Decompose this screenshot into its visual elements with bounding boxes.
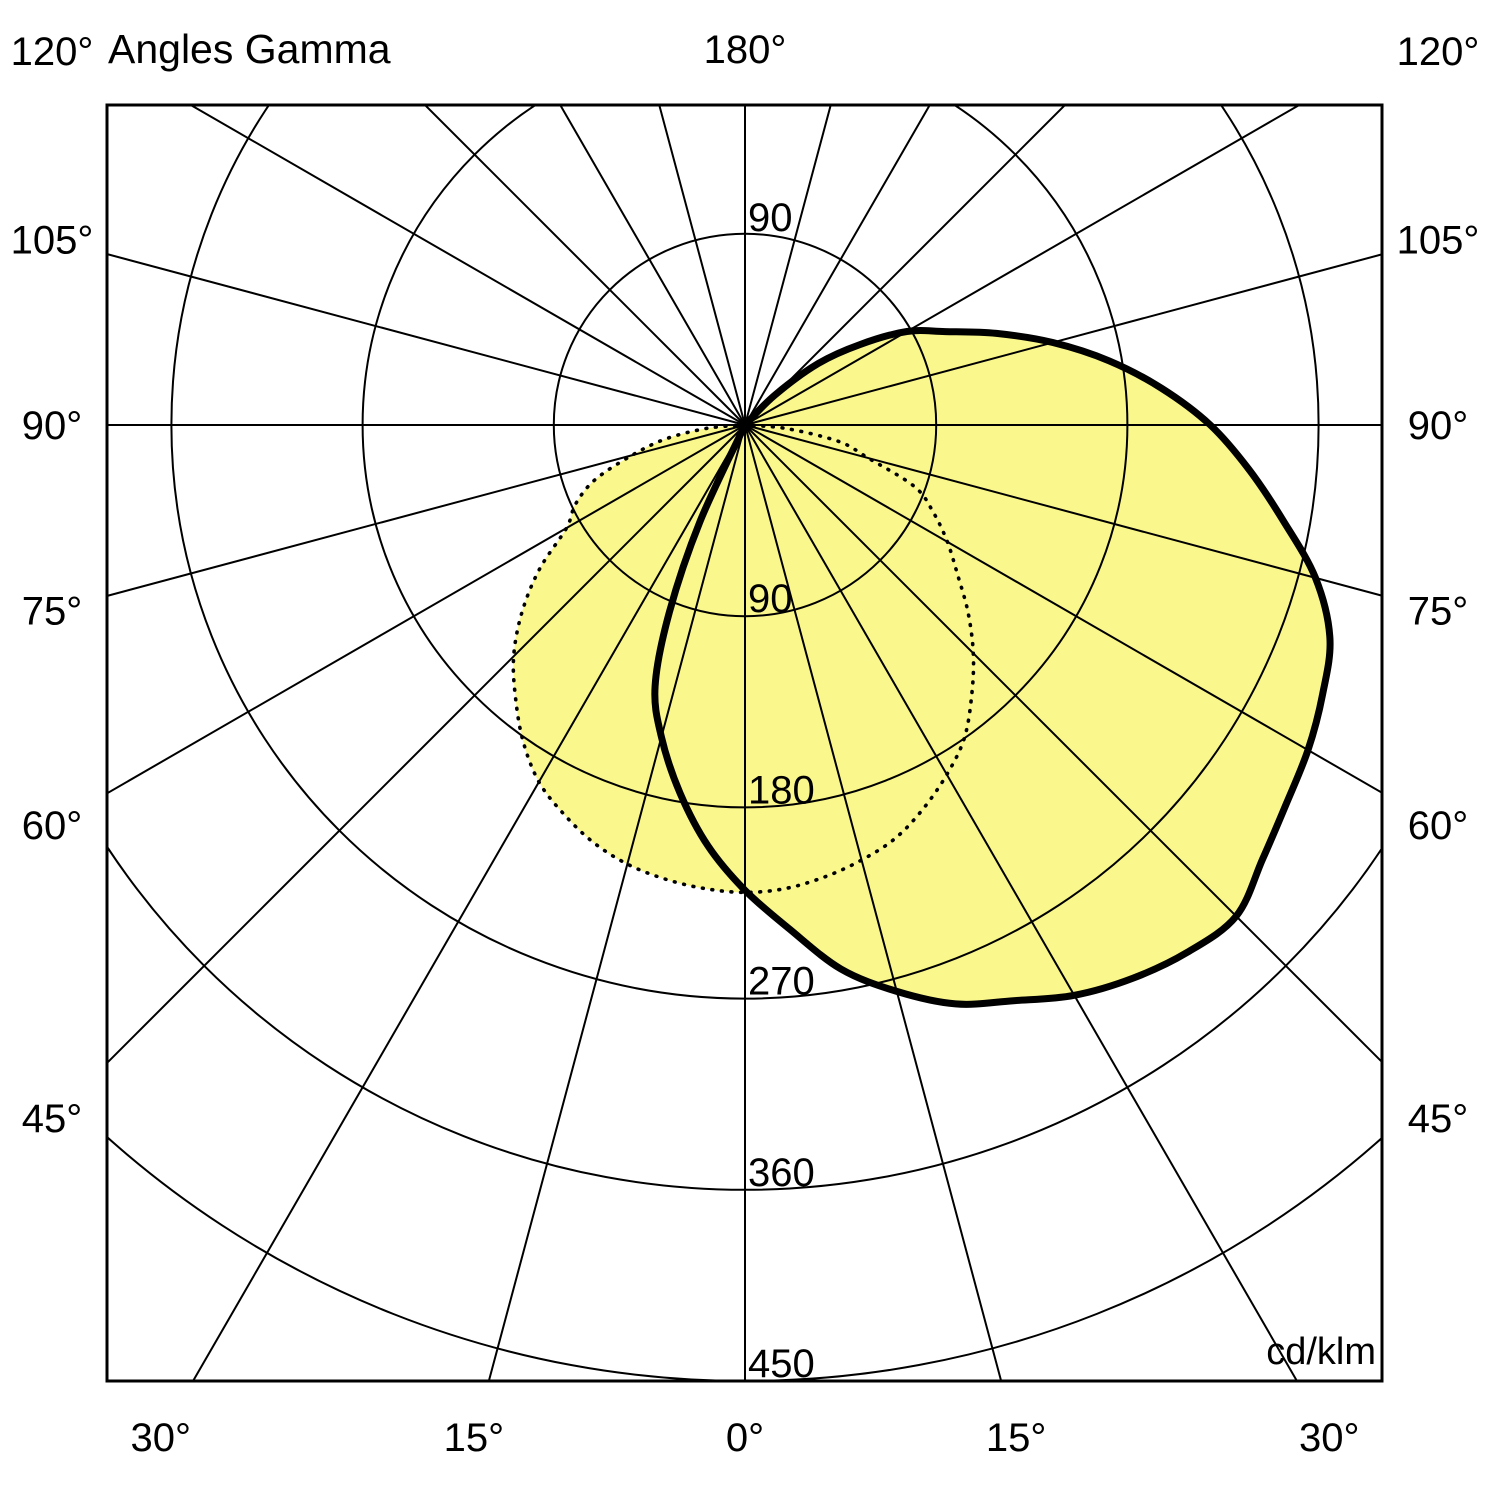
- radial-line-300: [107, 424, 746, 795]
- radial-line-105: [744, 253, 1382, 426]
- radial-line-240: [188, 105, 746, 426]
- gamma-label-left-90: 90°: [22, 404, 83, 448]
- chart-title: Angles Gamma: [108, 26, 391, 72]
- radial-line-45: [744, 424, 1382, 1064]
- radial-line-60: [744, 424, 1382, 794]
- radial-tick-label-270: 270: [748, 960, 815, 1004]
- radial-tick-label-upper-90: 90: [748, 196, 793, 240]
- radial-tick-label-360: 360: [748, 1151, 815, 1195]
- gamma-label-right-60: 60°: [1408, 804, 1469, 848]
- gamma-label-bottom--30: 30°: [130, 1416, 191, 1460]
- gamma-label-right-90: 90°: [1408, 404, 1469, 448]
- radial-tick-label-450: 450: [748, 1342, 815, 1386]
- curve-layer: [511, 327, 1334, 1008]
- gamma-label-left-60: 60°: [22, 804, 83, 848]
- unit-label: cd/klm: [1266, 1331, 1376, 1373]
- radial-line-150: [744, 105, 931, 426]
- label-layer: Angles Gamma 180° cd/klm 90 180 270 360 450 9…: [11, 26, 1480, 1460]
- radial-line-30: [744, 424, 1299, 1381]
- gamma-label-bottom-0: 0°: [726, 1416, 764, 1460]
- radial-tick-label-180: 180: [748, 768, 815, 812]
- radial-line-330: [191, 424, 746, 1381]
- radial-line-135: [744, 105, 1067, 426]
- gamma-label-right-120: 120°: [1397, 30, 1480, 74]
- intensity-curve-c90-c270-plane: [511, 423, 976, 895]
- gamma-label-left-75: 75°: [22, 590, 83, 634]
- radial-line-345: [487, 424, 746, 1381]
- gamma-label-right-75: 75°: [1408, 590, 1469, 634]
- radial-tick-label-90: 90: [748, 577, 793, 621]
- intensity-curve-c0-c180-plane: [651, 327, 1334, 1008]
- gamma-label-bottom--15: 15°: [444, 1416, 505, 1460]
- chart-frame: [105, 103, 1384, 1383]
- radial-line-255: [107, 253, 746, 426]
- gamma-label-left-45: 45°: [22, 1097, 83, 1141]
- radial-line-315: [107, 424, 746, 1065]
- radial-line-15: [744, 424, 1003, 1381]
- gamma-label-bottom-30: 30°: [1299, 1416, 1360, 1460]
- radial-line-120: [744, 105, 1302, 426]
- gamma-label-right-105: 105°: [1397, 218, 1480, 262]
- radial-line-75: [744, 424, 1382, 597]
- top-angle-label: 180°: [704, 28, 787, 72]
- radial-line-225: [423, 105, 746, 426]
- gamma-label-left-120: 120°: [11, 30, 94, 74]
- radial-line-210: [559, 105, 746, 426]
- radial-line-195: [658, 105, 746, 426]
- gamma-label-left-105: 105°: [11, 218, 94, 262]
- gamma-label-right-45: 45°: [1408, 1097, 1469, 1141]
- radial-line-165: [744, 105, 832, 426]
- curve-fill-layer: [513, 330, 1331, 1005]
- gamma-label-bottom-15: 15°: [986, 1416, 1047, 1460]
- radial-line-285: [107, 424, 746, 597]
